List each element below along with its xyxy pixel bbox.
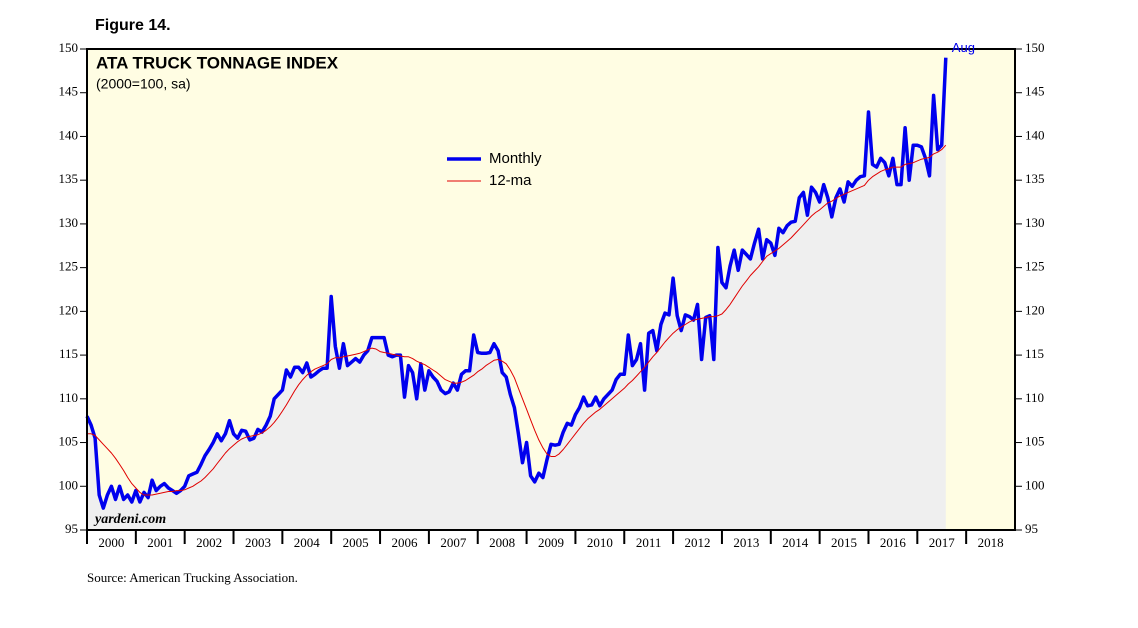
y-tick-label: 105 bbox=[59, 434, 79, 449]
x-tick-label: 2001 bbox=[147, 535, 173, 550]
y2-tick-label: 140 bbox=[1025, 127, 1045, 142]
x-tick-label: 2018 bbox=[978, 535, 1004, 550]
x-tick-label: 2011 bbox=[636, 535, 662, 550]
y-tick-label: 130 bbox=[59, 215, 79, 230]
x-tick-label: 2015 bbox=[831, 535, 857, 550]
y2-tick-label: 95 bbox=[1025, 521, 1038, 536]
x-tick-label: 2009 bbox=[538, 535, 564, 550]
x-tick-label: 2008 bbox=[489, 535, 515, 550]
y-tick-label: 140 bbox=[59, 127, 79, 142]
x-tick-label: 2007 bbox=[440, 535, 467, 550]
y2-tick-label: 105 bbox=[1025, 434, 1045, 449]
x-tick-label: 2012 bbox=[685, 535, 711, 550]
y-tick-label: 135 bbox=[59, 171, 79, 186]
y2-tick-label: 130 bbox=[1025, 215, 1045, 230]
figure-label: Figure 14. bbox=[95, 17, 171, 34]
x-tick-label: 2016 bbox=[880, 535, 907, 550]
x-tick-label: 2013 bbox=[733, 535, 759, 550]
y-tick-label: 110 bbox=[59, 390, 78, 405]
x-tick-label: 2006 bbox=[391, 535, 418, 550]
y-tick-label: 100 bbox=[59, 477, 79, 492]
y2-tick-label: 125 bbox=[1025, 259, 1045, 274]
x-tick-label: 2002 bbox=[196, 535, 222, 550]
y2-tick-label: 100 bbox=[1025, 477, 1045, 492]
y2-tick-label: 145 bbox=[1025, 84, 1045, 99]
x-tick-label: 2017 bbox=[929, 535, 956, 550]
source-note: Source: American Trucking Association. bbox=[87, 570, 298, 585]
x-tick-label: 2010 bbox=[587, 535, 613, 550]
y2-tick-label: 115 bbox=[1025, 346, 1044, 361]
chart-subtitle: (2000=100, sa) bbox=[96, 76, 191, 92]
y2-tick-label: 110 bbox=[1025, 390, 1044, 405]
x-tick-label: 2005 bbox=[343, 535, 369, 550]
chart-title: ATA TRUCK TONNAGE INDEX bbox=[96, 53, 339, 72]
series-line bbox=[87, 144, 947, 496]
watermark: yardeni.com bbox=[93, 512, 166, 527]
x-tick-label: 2014 bbox=[782, 535, 809, 550]
series-line bbox=[85, 57, 948, 510]
x-tick-label: 2004 bbox=[294, 535, 321, 550]
y-tick-label: 125 bbox=[59, 259, 79, 274]
series-area bbox=[87, 57, 946, 530]
y2-tick-label: 150 bbox=[1025, 40, 1045, 55]
legend-label: Monthly bbox=[489, 150, 542, 167]
annotation: Aug bbox=[952, 40, 975, 55]
y2-tick-label: 120 bbox=[1025, 302, 1045, 317]
y-tick-label: 95 bbox=[65, 521, 78, 536]
y-tick-label: 115 bbox=[59, 346, 78, 361]
x-tick-label: 2003 bbox=[245, 535, 271, 550]
y-tick-label: 145 bbox=[59, 84, 79, 99]
legend-label: 12-ma bbox=[489, 172, 532, 189]
y-tick-label: 120 bbox=[59, 302, 79, 317]
y2-tick-label: 135 bbox=[1025, 171, 1045, 186]
y-tick-label: 150 bbox=[59, 40, 79, 55]
plot-frame bbox=[86, 48, 1016, 531]
x-tick-label: 2000 bbox=[98, 535, 124, 550]
